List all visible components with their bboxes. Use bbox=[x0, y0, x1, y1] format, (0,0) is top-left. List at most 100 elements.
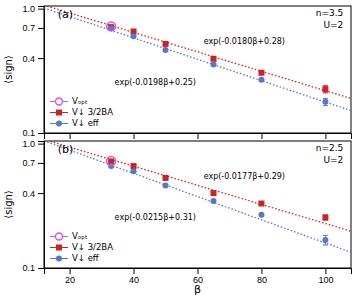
legend-entry: V↓ eff bbox=[50, 118, 100, 128]
marker-circle bbox=[210, 62, 216, 68]
plot-frame bbox=[44, 141, 351, 268]
legend-label: Vₒₚₜ bbox=[72, 96, 87, 106]
error-bar-cap bbox=[323, 98, 328, 99]
fit-line bbox=[47, 142, 351, 252]
error-bar bbox=[323, 215, 328, 220]
marker-circle bbox=[258, 77, 264, 83]
x-tick bbox=[325, 133, 326, 139]
y-tick-mark bbox=[38, 144, 44, 145]
y-tick-mark bbox=[38, 28, 44, 29]
marker-circle bbox=[163, 47, 169, 53]
x-tick-label: 80 bbox=[257, 275, 267, 285]
marker-square bbox=[210, 190, 216, 196]
x-tick-mark bbox=[198, 133, 199, 139]
legend-entry: Vₒₚₜ bbox=[50, 231, 87, 241]
x-tick: 80 bbox=[257, 268, 267, 285]
y-tick: 0.4 bbox=[22, 189, 44, 199]
error-bar bbox=[323, 86, 328, 93]
marker-square bbox=[322, 214, 328, 220]
series-circle bbox=[108, 25, 328, 105]
legend: VₒₚₜV↓ 3/2BAV↓ eff bbox=[50, 96, 113, 128]
marker-square bbox=[163, 41, 169, 47]
marker-circle bbox=[131, 168, 137, 174]
legend-marker bbox=[56, 256, 62, 262]
x-tick-mark bbox=[325, 133, 326, 139]
error-bar-cap bbox=[323, 245, 328, 246]
y-tick: 0.4 bbox=[22, 54, 44, 64]
series-square bbox=[108, 24, 328, 93]
legend-label: V↓ eff bbox=[72, 253, 100, 263]
error-bar-cap bbox=[323, 85, 328, 86]
annotation: exp(-0.0198β+0.25) bbox=[115, 78, 196, 87]
y-tick-label: 0.4 bbox=[22, 189, 35, 199]
y-tick: 0.1 bbox=[22, 263, 44, 273]
annotation: (a) bbox=[58, 8, 73, 21]
legend-marker bbox=[56, 245, 62, 251]
x-tick-label: 100 bbox=[318, 275, 333, 285]
y-axis: 0.1 0.4 0.7 1.0 bbox=[22, 4, 44, 138]
x-tick: 40 bbox=[129, 268, 139, 285]
x-tick bbox=[198, 133, 199, 139]
marker-circle bbox=[163, 183, 169, 189]
error-bar-cap bbox=[323, 92, 328, 93]
legend-label: Vₒₚₜ bbox=[72, 231, 87, 241]
series-circle-open bbox=[107, 22, 116, 31]
legend-marker bbox=[56, 121, 62, 127]
marker-square bbox=[258, 70, 264, 76]
plot-area bbox=[44, 6, 351, 110]
x-tick bbox=[70, 133, 71, 139]
x-tick-label: 20 bbox=[65, 275, 75, 285]
y-tick-mark bbox=[38, 163, 44, 164]
y-tick-label: 1.0 bbox=[22, 139, 35, 149]
fit-line bbox=[47, 6, 351, 98]
error-bar bbox=[323, 98, 328, 105]
legend-label: V↓ 3/2BA bbox=[72, 242, 113, 252]
marker-square bbox=[322, 86, 328, 92]
annotation: (b) bbox=[58, 143, 74, 156]
legend-marker bbox=[56, 98, 63, 105]
marker-circle bbox=[322, 237, 328, 243]
plot-area bbox=[47, 141, 351, 252]
x-tick-label: 40 bbox=[129, 275, 139, 285]
legend-label: V↓ 3/2BA bbox=[72, 107, 113, 117]
fit-line bbox=[50, 141, 351, 231]
x-tick-mark bbox=[134, 133, 135, 139]
annotation: n=2.5 bbox=[316, 143, 344, 153]
marker-square bbox=[258, 201, 264, 207]
error-bar-cap bbox=[323, 235, 328, 236]
x-tick-mark bbox=[134, 268, 135, 274]
y-tick-label: 0.7 bbox=[22, 23, 35, 33]
marker-open bbox=[107, 157, 116, 166]
x-tick-mark bbox=[70, 133, 71, 139]
legend-marker bbox=[56, 110, 62, 116]
y-tick-mark bbox=[38, 133, 44, 134]
panel: 0.10.40.71.0(a)n=3.5U=2exp(-0.0198β+0.25… bbox=[3, 4, 352, 139]
y-tick: 0.7 bbox=[22, 23, 44, 33]
x-tick: 20 bbox=[65, 268, 75, 285]
x-tick-mark bbox=[198, 268, 199, 274]
marker-square bbox=[210, 56, 216, 62]
y-tick: 0.7 bbox=[22, 158, 44, 168]
y-axis: 0.1 0.4 0.7 1.0 bbox=[22, 139, 44, 273]
marker-circle bbox=[258, 212, 264, 218]
y-tick-label: 0.4 bbox=[22, 54, 35, 64]
x-axis-line bbox=[45, 269, 352, 275]
x-tick-mark bbox=[261, 133, 262, 139]
annotation: n=3.5 bbox=[316, 8, 344, 18]
x-axis-line bbox=[45, 134, 352, 140]
y-axis-title: ⟨sign⟩ bbox=[3, 190, 14, 219]
marker-square bbox=[131, 163, 137, 169]
x-axis-title: β bbox=[194, 283, 201, 296]
y-tick-label: 0.7 bbox=[22, 158, 35, 168]
x-tick: 100 bbox=[318, 268, 333, 285]
legend-marker bbox=[56, 233, 63, 240]
legend: VₒₚₜV↓ 3/2BAV↓ eff bbox=[50, 231, 113, 263]
annotation: exp(-0.0177β+0.29) bbox=[204, 172, 285, 181]
y-tick: 0.1 bbox=[22, 128, 44, 138]
series-circle bbox=[108, 163, 328, 245]
marker-circle bbox=[210, 198, 216, 204]
y-tick-label: 1.0 bbox=[22, 4, 35, 14]
x-axis bbox=[45, 133, 352, 139]
legend-entry: V↓ 3/2BA bbox=[50, 107, 113, 117]
x-tick-mark bbox=[325, 268, 326, 274]
